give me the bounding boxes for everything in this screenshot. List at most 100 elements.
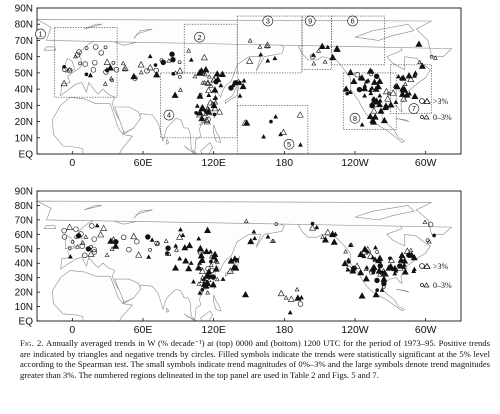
negative-trend-circle bbox=[160, 59, 166, 66]
positive-trend-triangle bbox=[375, 267, 383, 274]
negative-trend-circle bbox=[91, 246, 97, 253]
positive-trend-triangle bbox=[180, 232, 186, 238]
landmass-outline bbox=[166, 307, 170, 313]
negative-trend-circle bbox=[200, 288, 205, 292]
positive-trend-triangle bbox=[149, 237, 155, 242]
positive-trend-triangle bbox=[247, 38, 253, 43]
positive-trend-triangle bbox=[198, 105, 206, 112]
landmass-outline bbox=[354, 205, 415, 221]
negative-trend-circle bbox=[82, 252, 88, 258]
positive-trend-triangle bbox=[200, 280, 208, 288]
x-tick-label: 180 bbox=[276, 324, 294, 336]
positive-trend-triangle bbox=[106, 64, 114, 71]
landmass-outline bbox=[133, 28, 153, 39]
positive-trend-triangle bbox=[322, 59, 328, 64]
negative-trend-circle bbox=[79, 243, 85, 249]
positive-trend-triangle bbox=[206, 277, 212, 282]
legend-large-label: >3% bbox=[433, 262, 449, 271]
x-axis: 0 60E 120E 180 120W 60W bbox=[69, 151, 437, 169]
station-symbols bbox=[60, 38, 438, 147]
x-tick-label: 120E bbox=[201, 324, 226, 336]
negative-trend-circle bbox=[427, 221, 434, 228]
region-number: 4 bbox=[167, 111, 171, 120]
negative-trend-circle bbox=[78, 231, 84, 237]
positive-trend-triangle bbox=[393, 99, 399, 104]
negative-trend-circle bbox=[177, 74, 182, 79]
positive-trend-triangle bbox=[182, 257, 190, 264]
positive-trend-triangle bbox=[362, 83, 368, 88]
positive-trend-triangle bbox=[376, 77, 384, 84]
positive-trend-triangle bbox=[422, 219, 428, 224]
positive-trend-triangle bbox=[198, 267, 206, 274]
positive-trend-triangle bbox=[202, 65, 210, 73]
positive-trend-triangle bbox=[247, 237, 255, 245]
positive-trend-triangle bbox=[67, 254, 73, 259]
positive-trend-triangle bbox=[264, 43, 270, 49]
negative-trend-circle bbox=[92, 59, 98, 66]
positive-trend-triangle bbox=[108, 75, 114, 81]
positive-trend-triangle bbox=[357, 75, 363, 80]
y-axis: 90N 80N 70N 60N 50N 40N 30N 20N 10N EQ bbox=[15, 4, 40, 161]
landmass-outline bbox=[396, 288, 410, 293]
negative-trend-circle bbox=[209, 267, 215, 274]
positive-trend-triangle bbox=[66, 223, 74, 230]
negative-trend-circle bbox=[377, 263, 383, 269]
negative-trend-circle bbox=[375, 250, 379, 254]
positive-trend-triangle bbox=[400, 86, 408, 93]
negative-trend-circle bbox=[91, 236, 97, 242]
y-tick-label: 20N bbox=[15, 288, 33, 299]
negative-trend-circle bbox=[89, 223, 95, 229]
positive-trend-triangle bbox=[241, 290, 249, 298]
region-number-circle bbox=[347, 15, 358, 27]
positive-trend-triangle bbox=[387, 101, 395, 108]
positive-trend-triangle bbox=[210, 76, 218, 83]
positive-trend-triangle bbox=[94, 222, 100, 228]
y-tick-label: 70N bbox=[15, 215, 33, 226]
positive-trend-triangle bbox=[166, 58, 172, 63]
positive-trend-triangle bbox=[111, 236, 116, 241]
negative-trend-circle bbox=[373, 73, 380, 80]
positive-trend-triangle bbox=[272, 55, 278, 61]
positive-trend-triangle bbox=[316, 48, 322, 53]
negative-trend-circle bbox=[375, 288, 380, 292]
landmass-outline bbox=[133, 209, 153, 219]
positive-trend-triangle bbox=[147, 53, 153, 59]
positive-trend-triangle bbox=[218, 70, 226, 77]
positive-trend-triangle bbox=[210, 256, 218, 263]
positive-trend-triangle bbox=[398, 251, 406, 259]
positive-trend-triangle bbox=[172, 264, 180, 271]
landmass-outline bbox=[396, 118, 410, 122]
positive-trend-triangle bbox=[391, 264, 399, 272]
negative-trend-circle bbox=[91, 249, 98, 255]
positive-trend-triangle bbox=[185, 264, 193, 272]
positive-trend-triangle bbox=[202, 79, 208, 85]
positive-trend-triangle bbox=[243, 119, 251, 126]
positive-trend-triangle bbox=[296, 111, 304, 118]
region-number-circle bbox=[283, 138, 295, 150]
positive-trend-triangle bbox=[408, 251, 416, 258]
positive-trend-triangle bbox=[412, 71, 418, 77]
y-tick-label: 30N bbox=[15, 273, 33, 284]
positive-trend-triangle bbox=[367, 252, 375, 259]
negative-trend-circle bbox=[90, 67, 97, 73]
positive-trend-triangle bbox=[100, 224, 108, 231]
positive-trend-triangle bbox=[203, 117, 211, 125]
negative-trend-circle bbox=[208, 274, 213, 279]
negative-trend-circle bbox=[73, 226, 79, 232]
negative-trend-circle bbox=[110, 78, 114, 83]
positive-trend-triangle bbox=[176, 67, 184, 74]
landmass-outline bbox=[298, 218, 431, 312]
negative-trend-circle bbox=[347, 260, 351, 264]
positive-trend-triangle bbox=[287, 309, 293, 315]
positive-trend-triangle bbox=[173, 70, 178, 75]
positive-trend-triangle bbox=[206, 98, 214, 106]
negative-trend-circle bbox=[369, 102, 375, 109]
y-tick-label: 10N bbox=[15, 133, 33, 144]
positive-trend-triangle bbox=[399, 75, 404, 81]
positive-trend-triangle bbox=[146, 63, 154, 71]
positive-trend-triangle bbox=[372, 257, 378, 263]
positive-trend-triangle bbox=[426, 239, 432, 244]
negative-trend-circle bbox=[62, 66, 68, 72]
region-number-circle bbox=[35, 28, 46, 40]
positive-trend-triangle bbox=[382, 87, 390, 95]
